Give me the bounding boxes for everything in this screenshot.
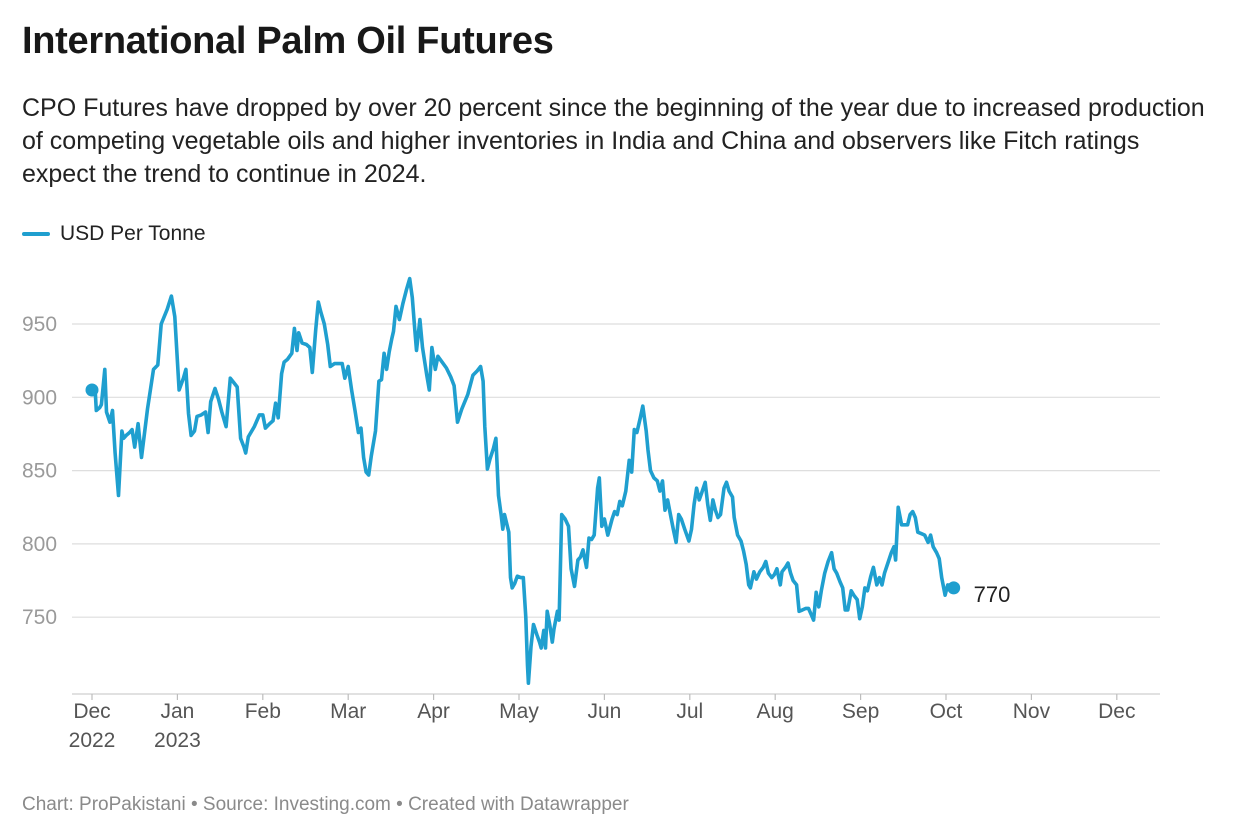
x-tick-label-6: Jun: [587, 700, 621, 723]
y-tick-label-950: 950: [22, 313, 57, 336]
start-point: [85, 383, 99, 397]
x-tick-label-4: Apr: [417, 700, 450, 723]
marks-layer: 770: [85, 383, 1011, 607]
series-layer: [90, 276, 956, 685]
x-tick-label-0: Dec: [73, 700, 110, 723]
x-tick-label-10: Oct: [930, 700, 963, 723]
legend: USD Per Tonne: [22, 222, 206, 246]
legend-swatch: [22, 232, 50, 236]
chart-title: International Palm Oil Futures: [22, 20, 554, 62]
series-line: [90, 276, 956, 685]
end-value-label: 770: [974, 582, 1011, 607]
gridlines: [72, 323, 1160, 695]
x-tick-label-3: Mar: [330, 700, 366, 723]
y-tick-label-750: 750: [22, 606, 57, 629]
y-axis: 750 800 850 900 950: [22, 313, 57, 629]
x-tick-label-2: Feb: [245, 700, 281, 723]
chart-footer: Chart: ProPakistani • Source: Investing.…: [22, 794, 629, 815]
x-tick-label-8: Aug: [757, 700, 794, 723]
end-point: [947, 581, 961, 595]
x-tick-year-1: 2023: [154, 729, 201, 752]
x-tick-label-11: Nov: [1013, 700, 1051, 723]
y-tick-label-800: 800: [22, 533, 57, 556]
y-tick-label-900: 900: [22, 386, 57, 409]
y-tick-label-850: 850: [22, 460, 57, 483]
x-tick-label-5: May: [499, 700, 539, 723]
x-axis: Dec 2022 Jan 2023 Feb Mar Apr May Jun Jul Aug Sep Oc…: [69, 694, 1135, 752]
chart-subtitle: CPO Futures have dropped by over 20 perc…: [22, 94, 1205, 188]
x-tick-label-12: Dec: [1098, 700, 1135, 723]
x-tick-label-9: Sep: [842, 700, 879, 723]
legend-label: USD Per Tonne: [60, 222, 206, 245]
x-tick-label-7: Jul: [676, 700, 703, 723]
x-tick-year-0: 2022: [69, 729, 116, 752]
x-tick-label-1: Jan: [160, 700, 194, 723]
